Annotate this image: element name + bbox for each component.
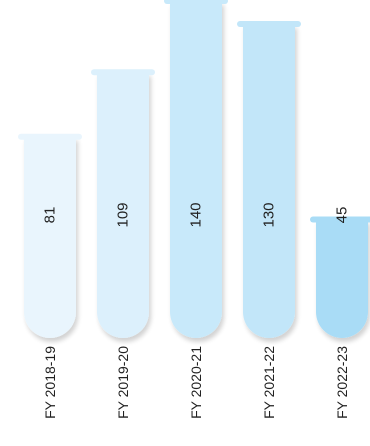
bar-fy-2020-21 bbox=[170, 1, 222, 338]
category-label-fy-2018-19: FY 2018-19 bbox=[42, 346, 58, 419]
category-label-fy-2021-22: FY 2021-22 bbox=[261, 346, 277, 419]
tube-rim-fy-2020-21 bbox=[164, 0, 228, 4]
tube-fy-2022-23 bbox=[310, 216, 370, 338]
tube-fy-2020-21 bbox=[164, 0, 228, 338]
category-label-fy-2022-23: FY 2022-23 bbox=[334, 346, 350, 419]
tube-rim-fy-2021-22 bbox=[237, 21, 301, 27]
tube-fy-2021-22 bbox=[237, 21, 301, 338]
bar-fy-2019-20 bbox=[97, 72, 149, 339]
tube-fy-2018-19 bbox=[18, 133, 82, 338]
tube-rim-fy-2018-19 bbox=[18, 133, 82, 140]
value-label-fy-2019-20: 109 bbox=[115, 202, 132, 227]
value-labels-layer: 81 109 140 130 45 bbox=[42, 202, 351, 227]
value-label-fy-2021-22: 130 bbox=[261, 202, 278, 227]
category-labels-layer: FY 2018-19 FY 2019-20 FY 2020-21 FY 2021-22… bbox=[42, 346, 350, 419]
category-label-fy-2019-20: FY 2019-20 bbox=[115, 346, 131, 419]
tube-rim-fy-2019-20 bbox=[91, 69, 155, 76]
bar-fy-2022-23 bbox=[316, 219, 368, 338]
value-label-fy-2020-21: 140 bbox=[188, 202, 205, 227]
category-label-fy-2020-21: FY 2020-21 bbox=[188, 346, 204, 419]
value-label-fy-2022-23: 45 bbox=[334, 207, 351, 224]
tube-rim-fy-2022-23 bbox=[310, 216, 370, 223]
bar-fy-2018-19 bbox=[24, 136, 76, 338]
tubes-layer bbox=[18, 0, 370, 339]
tube-fy-2019-20 bbox=[91, 69, 155, 339]
value-label-fy-2018-19: 81 bbox=[42, 207, 59, 224]
bar-fy-2021-22 bbox=[243, 24, 295, 338]
